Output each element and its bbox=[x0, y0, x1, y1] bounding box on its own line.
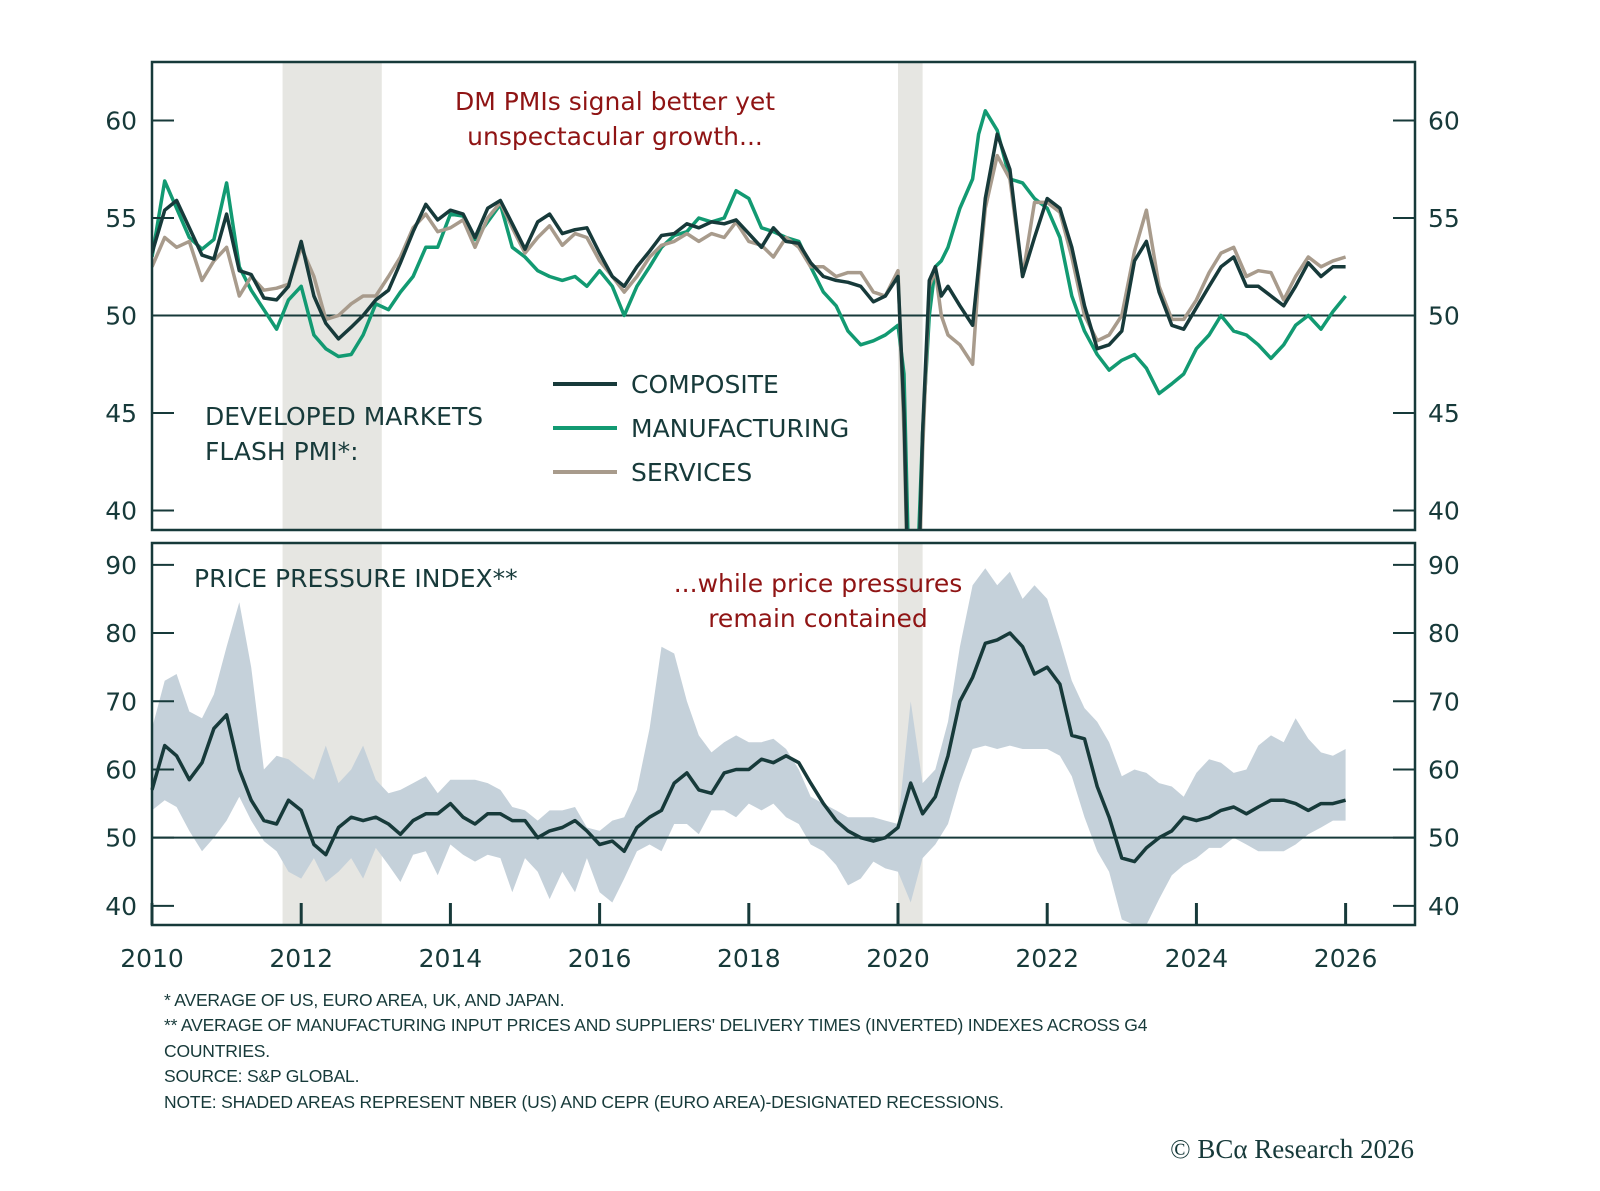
x-tick-label: 2022 bbox=[1015, 944, 1079, 973]
footnote-2-cont: COUNTRIES. bbox=[164, 1041, 270, 1061]
x-tick-label: 2016 bbox=[568, 944, 632, 973]
y-tick-label-right: 50 bbox=[1428, 302, 1460, 331]
pmi-lines bbox=[152, 109, 1347, 530]
y-tick-label-left: 50 bbox=[105, 302, 137, 331]
y-tick-label-left: 40 bbox=[105, 892, 137, 921]
y-tick-label-left: 90 bbox=[105, 551, 137, 580]
y-tick-label-right: 40 bbox=[1428, 497, 1460, 526]
y-tick-label-left: 80 bbox=[105, 619, 137, 648]
bottom-panel-frame bbox=[150, 541, 1417, 927]
series-line-services bbox=[152, 153, 1347, 530]
legend-label-services: SERVICES bbox=[631, 458, 752, 487]
top-annotation-line1: DM PMIs signal better yet bbox=[455, 87, 775, 116]
price-pressure-range-band bbox=[152, 568, 1346, 925]
x-axis-ticks: 2010 2012 2014 2016 2018 2020 2022 2024 2026 bbox=[120, 903, 1377, 973]
brand-logo: © BCα Research 2026 bbox=[1170, 1134, 1414, 1164]
x-tick-label: 2014 bbox=[419, 944, 483, 973]
x-tick-label: 2026 bbox=[1314, 944, 1378, 973]
pmi-title-line2: FLASH PMI*: bbox=[205, 437, 359, 466]
y-tick-label-right: 90 bbox=[1428, 551, 1460, 580]
y-tick-label-right: 80 bbox=[1428, 619, 1460, 648]
price-pressure-title: PRICE PRESSURE INDEX** bbox=[194, 564, 518, 593]
chart: 40 40 45 45 50 50 55 55 60 60 40 40 50 50 60 60 70 70 80 8… bbox=[105, 60, 1460, 973]
x-tick-label: 2020 bbox=[866, 944, 930, 973]
legend: COMPOSITE MANUFACTURING SERVICES bbox=[553, 370, 849, 487]
recession-band bbox=[898, 62, 923, 530]
y-tick-label-left: 60 bbox=[105, 755, 137, 784]
y-tick-label-right: 55 bbox=[1428, 204, 1460, 233]
x-tick-label: 2018 bbox=[717, 944, 781, 973]
y-tick-label-left: 70 bbox=[105, 687, 137, 716]
y-tick-label-left: 55 bbox=[105, 204, 137, 233]
price-pressure-line bbox=[150, 631, 1347, 864]
x-tick-label: 2010 bbox=[120, 944, 184, 973]
series-line-price-pressure bbox=[150, 631, 1347, 864]
footnote-note: NOTE: SHADED AREAS REPRESENT NBER (US) A… bbox=[164, 1092, 1004, 1112]
y-tick-label-left: 45 bbox=[105, 399, 137, 428]
y-tick-label-right: 60 bbox=[1428, 755, 1460, 784]
y-tick-label-right: 70 bbox=[1428, 687, 1460, 716]
footnote-source: SOURCE: S&P GLOBAL. bbox=[164, 1066, 360, 1086]
x-tick-label: 2024 bbox=[1165, 944, 1229, 973]
top-panel-ticks: 40 40 45 45 50 50 55 55 60 60 bbox=[105, 107, 1460, 526]
y-tick-label-right: 40 bbox=[1428, 892, 1460, 921]
y-tick-label-left: 60 bbox=[105, 107, 137, 136]
series-line-composite bbox=[152, 132, 1346, 530]
legend-label-composite: COMPOSITE bbox=[631, 370, 779, 399]
pmi-title-line1: DEVELOPED MARKETS bbox=[205, 402, 483, 431]
legend-label-manufacturing: MANUFACTURING bbox=[631, 414, 849, 443]
range-band bbox=[152, 568, 1346, 925]
footnote-2: ** AVERAGE OF MANUFACTURING INPUT PRICES… bbox=[164, 1015, 1148, 1035]
y-tick-label-right: 50 bbox=[1428, 824, 1460, 853]
footnote-1: * AVERAGE OF US, EURO AREA, UK, AND JAPA… bbox=[164, 990, 565, 1010]
bottom-panel-ticks: 40 40 50 50 60 60 70 70 80 80 90 90 bbox=[105, 551, 1460, 921]
y-tick-label-left: 40 bbox=[105, 497, 137, 526]
bottom-annotation-line2: remain contained bbox=[708, 604, 928, 633]
y-tick-label-right: 45 bbox=[1428, 399, 1460, 428]
y-tick-label-left: 50 bbox=[105, 824, 137, 853]
top-panel-frame bbox=[150, 60, 1417, 532]
top-annotation-line2: unspectacular growth... bbox=[467, 122, 763, 151]
x-tick-label: 2012 bbox=[269, 944, 333, 973]
bottom-annotation-line1: ...while price pressures bbox=[674, 569, 963, 598]
y-tick-label-right: 60 bbox=[1428, 107, 1460, 136]
